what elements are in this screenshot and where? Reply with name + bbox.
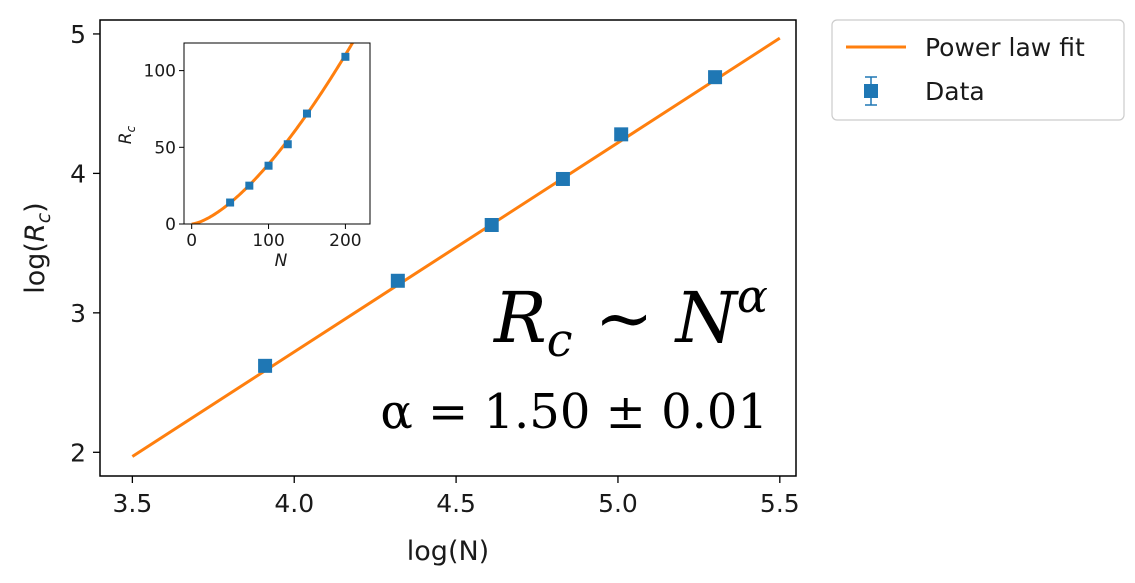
power-law-fit-line	[131, 36, 781, 458]
main-axes-frame	[99, 19, 797, 477]
y-tick-label: 3	[70, 299, 86, 328]
data-point	[258, 358, 273, 373]
inset-y-axis-label: Rc	[116, 125, 138, 144]
relation-rhs: N	[674, 277, 740, 359]
relation-lhs: R	[492, 277, 547, 359]
legend-data-label: Data	[925, 77, 985, 106]
inset-plot-area	[184, 43, 370, 224]
legend-fit-label: Power law fit	[925, 33, 1085, 62]
legend-data-swatch	[864, 84, 878, 98]
inset-fit-curve	[191, 43, 355, 224]
inset-y-tick-label: 0	[165, 215, 176, 235]
inset-x-axis-label: N	[275, 251, 288, 271]
y-axis-label-subscript: c	[33, 212, 55, 223]
inset-y-axis-symbol: R	[116, 132, 136, 144]
inset-y-tick-label: 100	[144, 62, 176, 82]
relation-lhs-subscript: c	[547, 313, 573, 367]
relation-rhs-superscript: α	[737, 269, 768, 323]
y-tick-label: 2	[70, 438, 86, 467]
y-tick-label: 5	[70, 20, 86, 49]
inset-y-tick-label: 50	[154, 138, 176, 158]
data-point	[555, 171, 570, 186]
inset-x-tick-label: 100	[252, 231, 284, 251]
x-tick-label: 3.5	[112, 489, 152, 518]
legend-box	[831, 19, 1125, 121]
inset-data-point	[341, 52, 350, 61]
y-axis-label-suffix: )	[20, 202, 51, 213]
y-axis-label-symbol: R	[20, 223, 51, 242]
inset-data-point	[283, 140, 292, 149]
x-tick-label: 4.5	[436, 489, 476, 518]
inset-data-point	[226, 198, 235, 207]
data-point	[614, 127, 629, 142]
inset-axes-frame	[183, 42, 371, 225]
x-tick-label: 5.5	[760, 489, 800, 518]
y-tick-label: 4	[70, 159, 86, 188]
relation-annotation: Rc ~ Nα	[492, 269, 768, 367]
inset-data-point	[302, 109, 311, 118]
data-point	[708, 70, 723, 85]
inset-x-tick-label: 200	[329, 231, 361, 251]
y-axis-label: log(Rc)	[20, 202, 55, 293]
exponent-annotation: α = 1.50 ± 0.01	[380, 384, 768, 440]
relation-operator: ~	[573, 277, 676, 359]
x-axis-label: log(N)	[407, 536, 489, 567]
data-point	[484, 217, 499, 232]
inset-y-axis-subscript: c	[124, 125, 138, 132]
inset-data-point	[245, 181, 254, 190]
y-axis-label-prefix: log(	[20, 242, 51, 294]
inset-data-point	[264, 161, 273, 170]
x-tick-label: 4.0	[274, 489, 314, 518]
data-point	[390, 273, 405, 288]
x-tick-label: 5.0	[598, 489, 638, 518]
inset-x-tick-label: 0	[186, 231, 197, 251]
